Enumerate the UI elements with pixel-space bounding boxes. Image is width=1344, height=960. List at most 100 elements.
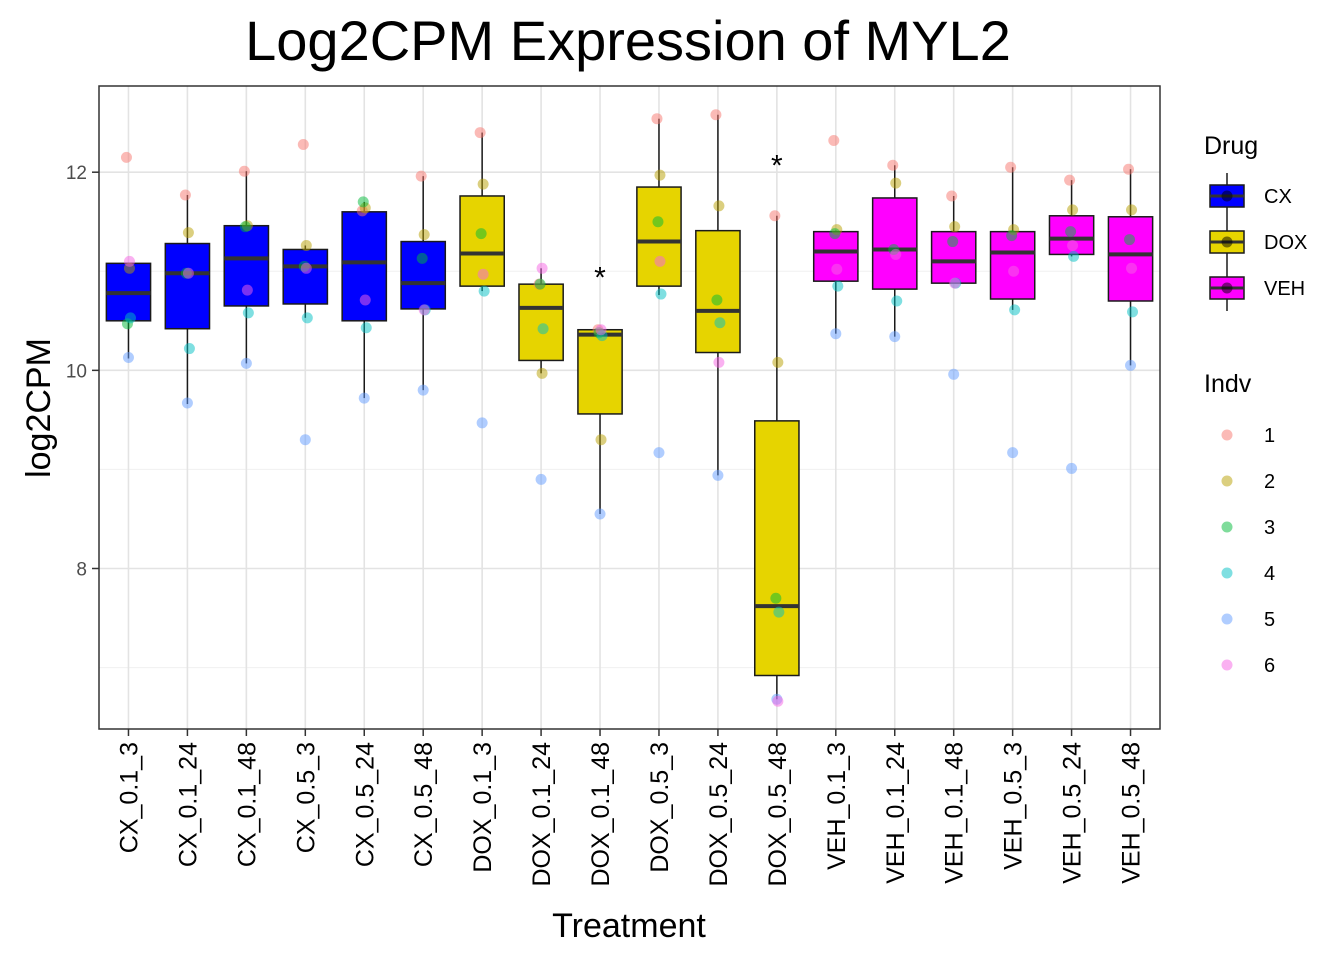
box-body	[164, 242, 211, 330]
point-indv-5	[653, 447, 665, 459]
point-indv-6	[1126, 262, 1138, 274]
point-indv-3	[357, 196, 369, 208]
point-indv-6	[1008, 265, 1020, 277]
point-indv-5	[299, 434, 311, 446]
legend-item-drug-CX: CX	[1209, 173, 1292, 219]
x-tick-label: CX_0.5_48	[410, 742, 438, 867]
point-indv-6	[595, 324, 607, 336]
point-indv-6	[418, 304, 430, 316]
box-body	[871, 197, 918, 290]
point-indv-2	[418, 229, 430, 241]
point-indv-4	[773, 606, 785, 618]
panel-border	[98, 85, 1161, 730]
x-tick-label: DOX_0.1_24	[528, 742, 556, 887]
point-indv-6	[536, 262, 548, 274]
point-indv-2	[949, 221, 961, 233]
legend-key-point	[1221, 236, 1233, 248]
box-body	[577, 328, 623, 415]
box-body	[695, 229, 741, 354]
legend-key-point	[1221, 475, 1233, 487]
point-indv-6	[123, 255, 135, 267]
point-indv-2	[595, 434, 607, 446]
boxplot-VEH_0.1_24	[871, 165, 918, 337]
legend-key-point	[1221, 282, 1233, 294]
point-indv-1	[297, 138, 309, 150]
y-tick-label: 10	[66, 361, 87, 382]
x-tick-label: DOX_0.1_48	[587, 742, 615, 887]
x-tick-label: DOX_0.5_3	[646, 742, 674, 873]
point-indv-5	[1066, 462, 1078, 474]
legend-key-point	[1221, 613, 1233, 625]
x-tick-label: VEH_0.1_48	[941, 742, 969, 884]
x-tick-label: CX_0.1_48	[233, 742, 261, 867]
y-tick-label: 8	[76, 559, 87, 580]
point-indv-3	[1124, 234, 1136, 246]
point-indv-1	[474, 127, 486, 139]
box-body	[282, 248, 329, 305]
box-body	[1107, 216, 1154, 302]
legend-label-indv: 2	[1264, 471, 1275, 493]
legend-key-point	[1221, 521, 1233, 533]
point-indv-4	[655, 288, 667, 300]
legend-label-indv: 1	[1264, 425, 1275, 447]
point-indv-1	[1005, 161, 1017, 173]
point-indv-1	[887, 159, 899, 171]
point-indv-1	[415, 170, 427, 182]
point-indv-1	[1064, 174, 1076, 186]
legend-item-drug-DOX: DOX	[1209, 219, 1307, 265]
point-indv-1	[120, 151, 132, 163]
point-indv-6	[890, 248, 902, 260]
point-indv-2	[477, 178, 489, 190]
point-indv-5	[889, 331, 901, 343]
point-indv-3	[947, 236, 959, 248]
point-indv-5	[712, 469, 724, 481]
point-indv-1	[1123, 163, 1135, 175]
plot-panel: **	[98, 85, 1161, 730]
y-axis: 8 10 12	[66, 163, 99, 580]
x-axis: CX_0.1_3 CX_0.1_24 CX_0.1_48 CX_0.5_3 CX_0.5…	[115, 729, 1146, 887]
legend-label-indv: 4	[1264, 563, 1275, 585]
point-indv-6	[654, 255, 666, 267]
y-axis-label: log2CPM	[20, 338, 58, 478]
point-indv-3	[416, 252, 428, 264]
point-indv-5	[240, 357, 252, 369]
point-indv-2	[182, 227, 194, 239]
point-indv-4	[1068, 250, 1080, 262]
point-indv-3	[770, 592, 782, 604]
legend-item-indv-6: 6	[1221, 655, 1275, 677]
legend-item-indv-3: 3	[1221, 517, 1275, 539]
point-indv-4	[891, 295, 903, 307]
legend-label-indv: 3	[1264, 517, 1275, 539]
point-indv-3	[475, 228, 487, 240]
y-tick-label: 12	[66, 163, 87, 184]
point-indv-4	[1009, 304, 1021, 316]
x-tick-label: CX_0.5_3	[292, 742, 320, 853]
point-indv-5	[535, 473, 547, 485]
x-tick-label: VEH_0.1_3	[823, 742, 851, 870]
point-indv-5	[948, 368, 960, 380]
point-indv-3	[711, 294, 723, 306]
point-indv-3	[829, 228, 841, 240]
point-indv-1	[828, 134, 840, 146]
point-indv-6	[831, 263, 843, 275]
point-indv-4	[1127, 306, 1139, 318]
point-indv-6	[713, 356, 725, 368]
point-indv-1	[179, 189, 191, 201]
point-indv-2	[1067, 204, 1079, 216]
x-tick-label: VEH_0.5_24	[1059, 742, 1087, 884]
point-indv-6	[182, 267, 194, 279]
legend: Drug CX DOX VEH Indv 1 2 3 4 5 6	[1204, 132, 1307, 677]
point-indv-5	[1125, 359, 1137, 371]
legend-label-drug: DOX	[1264, 232, 1307, 254]
point-indv-1	[946, 190, 958, 202]
legend-item-indv-2: 2	[1221, 471, 1275, 493]
point-indv-6	[359, 294, 371, 306]
boxplot-DOX_0.5_48	[754, 215, 800, 700]
legend-key-point	[1221, 429, 1233, 441]
panel-background	[99, 86, 1160, 729]
point-indv-5	[594, 508, 606, 520]
box-body	[518, 283, 564, 362]
boxplot-VEH_0.5_3	[989, 167, 1036, 310]
point-indv-6	[1067, 240, 1079, 252]
x-tick-label: DOX_0.1_3	[469, 742, 497, 873]
